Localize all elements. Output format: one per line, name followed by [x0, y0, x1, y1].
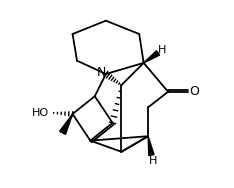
Text: HO: HO — [32, 108, 49, 118]
Polygon shape — [148, 136, 154, 155]
Text: N: N — [96, 66, 106, 79]
Text: O: O — [189, 85, 199, 98]
Polygon shape — [60, 114, 73, 134]
Polygon shape — [144, 51, 160, 63]
Text: H: H — [158, 45, 166, 55]
Text: H: H — [149, 156, 157, 166]
